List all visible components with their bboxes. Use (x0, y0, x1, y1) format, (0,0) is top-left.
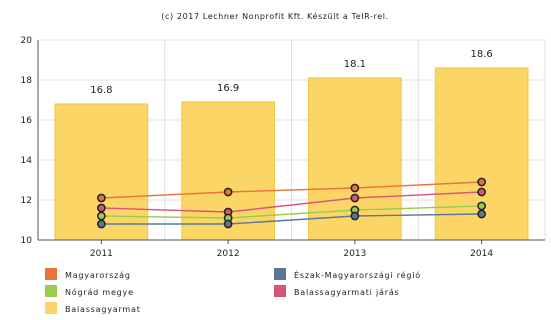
series-1-point-2013 (350, 193, 360, 203)
series-0-point-2013 (350, 183, 360, 193)
y-tick-label-10: 10 (21, 236, 33, 246)
x-tick-label-2013: 2013 (343, 249, 366, 259)
legend-label-3: Balassagyarmati járás (294, 288, 400, 297)
series-line-0 (101, 181, 482, 199)
legend-swatch-1 (274, 268, 286, 280)
y-tick-label-14: 14 (21, 156, 33, 166)
legend-swatch-3 (274, 285, 286, 297)
series-line-3 (101, 213, 482, 225)
series-1-point-2014 (477, 187, 486, 197)
x-tick-label-2011: 2011 (90, 249, 113, 259)
y-tick-label-16: 16 (21, 116, 33, 126)
legend-swatch-2 (45, 285, 57, 297)
bar-value-label-2012: 16.9 (217, 83, 239, 94)
series-3-point-2011 (97, 219, 106, 229)
series-3-point-2013 (350, 211, 360, 221)
bar-value-label-2013: 18.1 (344, 59, 366, 70)
x-tick-label-2012: 2012 (217, 249, 240, 259)
y-tick-label-12: 12 (21, 196, 32, 206)
series-0-point-2012 (223, 187, 233, 197)
series-0-point-2014 (477, 177, 486, 187)
axes: 10 12 14 16 18 20 2011 2012 2013 2014 (21, 36, 545, 259)
legend: Magyarország Észak-Magyarországi régió Nóg… (45, 268, 421, 314)
legend-label-2: Nógrád megye (65, 287, 134, 297)
data-labels: 16.8 16.9 18.1 18.6 (90, 49, 493, 96)
y-tick-label-18: 18 (21, 76, 33, 86)
legend-label-4: Balassagyarmat (65, 305, 141, 314)
series-3-point-2012 (223, 219, 233, 229)
legend-swatch-0 (45, 268, 57, 280)
chart-credit: (c) 2017 Lechner Nonprofit Kft. Készült … (161, 11, 388, 21)
x-tick-label-2014: 2014 (470, 249, 493, 259)
series-0-point-2011 (97, 193, 106, 203)
series-3-point-2014 (477, 209, 486, 219)
bar-value-label-2014: 18.6 (470, 49, 492, 60)
points (97, 177, 486, 229)
legend-label-1: Észak-Magyarországi régió (294, 269, 421, 280)
series-line-2 (101, 205, 482, 219)
bars (54, 67, 529, 241)
series-1-point-2011 (97, 203, 106, 213)
lines (101, 181, 482, 225)
series-2-point-2014 (477, 201, 486, 211)
legend-label-0: Magyarország (65, 271, 131, 280)
series-2-point-2011 (97, 211, 106, 221)
y-tick-label-20: 20 (21, 36, 33, 46)
bar-value-label-2011: 16.8 (90, 85, 112, 96)
series-line-1 (101, 191, 482, 213)
legend-swatch-4 (45, 302, 57, 314)
